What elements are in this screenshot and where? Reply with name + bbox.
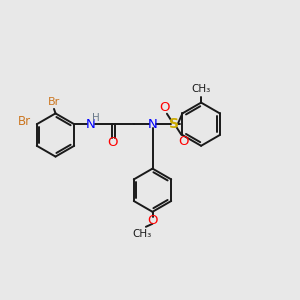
Text: H: H <box>92 112 100 123</box>
Text: CH₃: CH₃ <box>191 84 211 94</box>
Text: O: O <box>178 135 189 148</box>
Text: Br: Br <box>18 115 32 128</box>
Text: Br: Br <box>48 97 60 107</box>
Text: CH₃: CH₃ <box>132 229 152 238</box>
Text: N: N <box>148 118 158 131</box>
Text: S: S <box>169 117 179 131</box>
Text: N: N <box>86 118 96 131</box>
Text: O: O <box>108 136 118 149</box>
Text: O: O <box>159 100 170 114</box>
Text: O: O <box>147 214 158 227</box>
